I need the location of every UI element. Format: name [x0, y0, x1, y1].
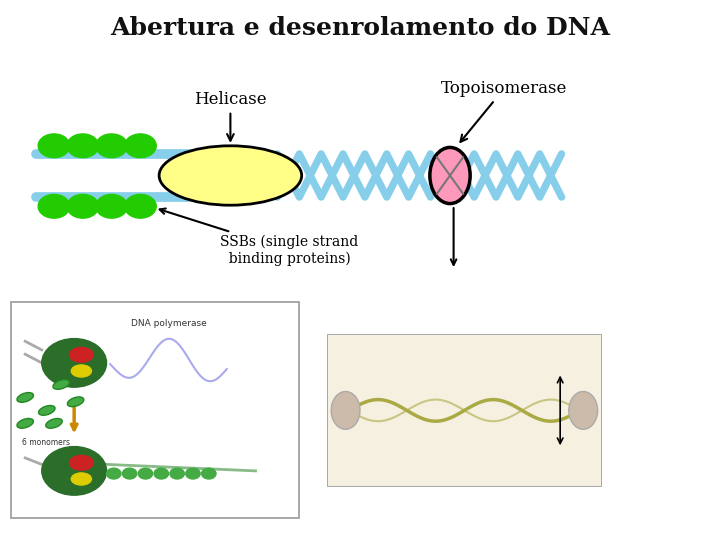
- Text: SSBs (single strand
  binding proteins): SSBs (single strand binding proteins): [160, 208, 358, 266]
- Circle shape: [38, 194, 70, 218]
- Ellipse shape: [68, 397, 84, 407]
- Circle shape: [38, 134, 70, 158]
- Circle shape: [96, 134, 127, 158]
- Circle shape: [42, 339, 107, 387]
- Text: Helicase: Helicase: [194, 91, 266, 141]
- Circle shape: [107, 468, 121, 479]
- Ellipse shape: [17, 393, 33, 402]
- Circle shape: [67, 134, 99, 158]
- Ellipse shape: [71, 364, 92, 378]
- Ellipse shape: [159, 146, 302, 205]
- Circle shape: [170, 468, 184, 479]
- Circle shape: [186, 468, 200, 479]
- Circle shape: [202, 468, 216, 479]
- Text: Topoisomerase: Topoisomerase: [441, 80, 567, 142]
- Circle shape: [154, 468, 168, 479]
- Ellipse shape: [331, 392, 360, 429]
- Ellipse shape: [17, 418, 33, 428]
- Circle shape: [96, 194, 127, 218]
- Ellipse shape: [39, 406, 55, 415]
- Ellipse shape: [71, 472, 92, 486]
- Ellipse shape: [430, 147, 470, 204]
- Bar: [11, 302, 299, 518]
- Ellipse shape: [68, 347, 94, 363]
- Bar: [328, 335, 601, 486]
- Ellipse shape: [68, 455, 94, 471]
- Ellipse shape: [569, 392, 598, 429]
- Text: Abertura e desenrolamento do DNA: Abertura e desenrolamento do DNA: [110, 16, 610, 40]
- Circle shape: [125, 194, 156, 218]
- Circle shape: [122, 468, 137, 479]
- Ellipse shape: [53, 380, 69, 389]
- Ellipse shape: [46, 418, 62, 428]
- Circle shape: [67, 194, 99, 218]
- Circle shape: [138, 468, 153, 479]
- Text: 6 monomers: 6 monomers: [22, 438, 71, 447]
- Bar: [328, 335, 601, 486]
- Circle shape: [125, 134, 156, 158]
- Text: DNA polymerase: DNA polymerase: [131, 320, 207, 328]
- Circle shape: [42, 447, 107, 495]
